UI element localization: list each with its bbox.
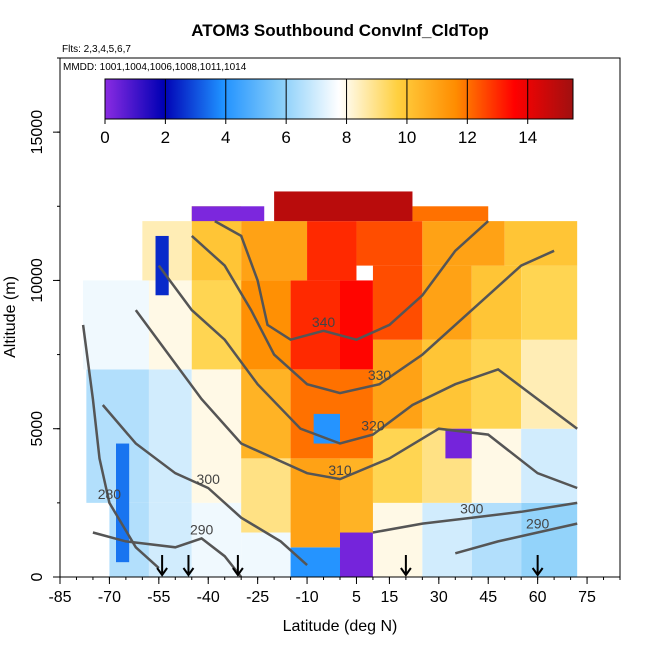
contour-line [92,531,243,577]
flight-arrows [156,555,544,577]
heatmap-cell [340,458,373,533]
colorbar-tick-label: 4 [221,128,230,147]
y-tick-label: 5000 [29,411,46,447]
x-tick-label: 5 [352,589,361,606]
colorbar-tick-label: 14 [518,128,537,147]
heatmap-cell [290,547,340,577]
heatmap-cell [340,280,373,370]
heatmap-cell [340,369,373,459]
heatmap-cell [521,502,578,577]
heatmap-cell [241,221,308,281]
colorbar-gradient [104,78,574,120]
y-tick-label: 10000 [29,258,46,303]
heatmap-cell [290,458,340,548]
heatmap-cell [521,428,578,503]
flight-arrow-head [400,567,412,577]
x-tick-label: -55 [147,589,170,606]
contour-label: 330 [368,367,392,383]
flight-arrow-head [156,567,168,577]
heatmap-cell [372,428,423,503]
x-tick-label: 30 [430,589,448,606]
heatmap-cell [372,502,423,577]
heatmap-cell [504,221,578,266]
contour-label: 340 [312,314,336,330]
contour-line [454,522,578,555]
heatmap-cell [241,369,291,459]
contour-label: 300 [197,471,221,487]
x-tick-label: -25 [246,589,269,606]
x-tick-label: 75 [578,589,596,606]
colorbar-tick-label: 12 [458,128,477,147]
heatmap-cell [116,443,130,563]
contour-line [134,309,578,490]
contour-line [157,264,578,445]
contour-label: 300 [460,501,484,517]
heatmap-cell [155,235,169,296]
x-tick-label: -40 [197,589,220,606]
heatmap-cell [290,280,340,370]
x-axis-label: Latitude (deg N) [283,618,398,635]
heatmap-cell [241,280,291,370]
x-tick-label: -70 [98,589,121,606]
x-tick-label: 45 [479,589,497,606]
heatmap-cell [241,532,291,577]
chart-title: ATOM3 Southbound ConvInf_CldTop [191,21,488,40]
contour-label: 290 [526,516,550,532]
heatmap-cell [422,339,472,429]
dates-label: MMDD: 1001,1004,1006,1008,1011,1014 [63,62,247,73]
heatmap-cell [356,221,423,266]
heatmap-cell [340,532,373,577]
y-tick-label: 15000 [29,110,46,155]
y-axis-label: Altitude (m) [2,276,19,358]
colorbar-tick-label: 6 [281,128,290,147]
x-axis: -85 -70 -55 -40 -25 -10 5 15 30 45 60 75 [48,577,621,606]
heatmap-cell [412,206,489,222]
heatmap-cell [422,502,472,577]
heatmap-cell [191,206,265,222]
heatmap-cell [191,280,242,370]
contour-label: 320 [361,418,385,434]
colorbar-tick-label: 8 [342,128,351,147]
heatmap-cell [521,265,578,340]
heatmap-cells [83,191,578,577]
x-tick-label: -85 [48,589,71,606]
contour-line [101,404,308,567]
colorbar-tick-label: 2 [161,128,170,147]
heatmap-cell [83,280,149,370]
colorbar-ticks: 0 2 4 6 8 10 12 14 [100,79,537,147]
flight-arrow-head [232,567,244,577]
x-tick-label: -10 [295,589,318,606]
contour-line [372,501,578,534]
heatmap-cell [521,339,578,429]
flight-arrow-head [531,567,544,577]
heatmap-cell [148,369,192,503]
heatmap-cell [422,265,472,340]
colorbar-tick-label: 10 [397,128,416,147]
x-tick-label: 15 [381,589,399,606]
contour-line [190,234,555,395]
contour-line [214,220,490,342]
x-tick-label: 60 [529,589,547,606]
contour-line [81,324,160,570]
contour-lines: 280 290 300 310 320 330 340 300 290 [81,220,578,577]
contour-label: 290 [190,521,214,537]
heatmap-cell [471,339,522,429]
flight-arrow-head [182,567,195,577]
contour-label: 310 [328,462,352,478]
y-axis: 0 5000 10000 15000 [29,57,60,581]
heatmap-cell [241,458,291,533]
colorbar-tick-label: 0 [100,128,109,147]
heatmap-cell [307,221,357,281]
heatmap-cell [191,369,242,503]
colorbar: 0 2 4 6 8 10 12 14 [100,78,574,147]
heatmap-cell [445,428,472,459]
flights-label: Flts: 2,3,4,5,6,7 [62,44,131,55]
contour-label: 280 [98,486,122,502]
heatmap-cell [274,191,413,222]
y-tick-label: 0 [29,572,46,581]
